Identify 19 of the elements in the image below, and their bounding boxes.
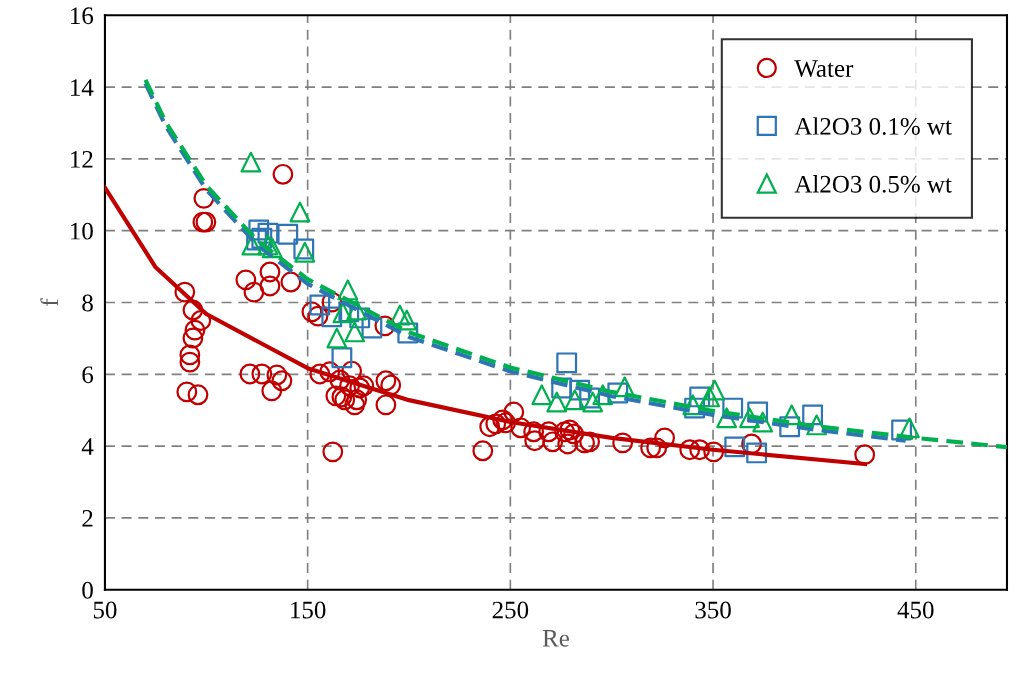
x-axis-title: Re <box>542 630 569 647</box>
y-tick-label: 6 <box>82 366 94 384</box>
x-tick-label: 150 <box>291 601 326 619</box>
y-tick-label: 0 <box>82 581 93 599</box>
legend-label: Water <box>794 60 854 78</box>
y-tick-label: 2 <box>82 510 93 527</box>
y-tick-label: 12 <box>71 150 93 168</box>
y-tick-label: 16 <box>71 7 94 25</box>
y-tick-label: 4 <box>81 438 94 455</box>
y-tick-label: 8 <box>82 294 93 312</box>
x-tick-label: 50 <box>93 601 117 619</box>
y-tick-label: 14 <box>71 79 94 96</box>
x-tick-label: 450 <box>897 601 934 619</box>
legend-label: Al2O3 0.5% wt <box>794 175 952 193</box>
x-tick-label: 250 <box>492 601 529 619</box>
legend-label: Al2O3 0.1% wt <box>794 117 952 135</box>
x-tick-label: 350 <box>695 601 731 619</box>
y-axis-title: f <box>40 298 58 306</box>
y-tick-label: 10 <box>71 222 93 240</box>
